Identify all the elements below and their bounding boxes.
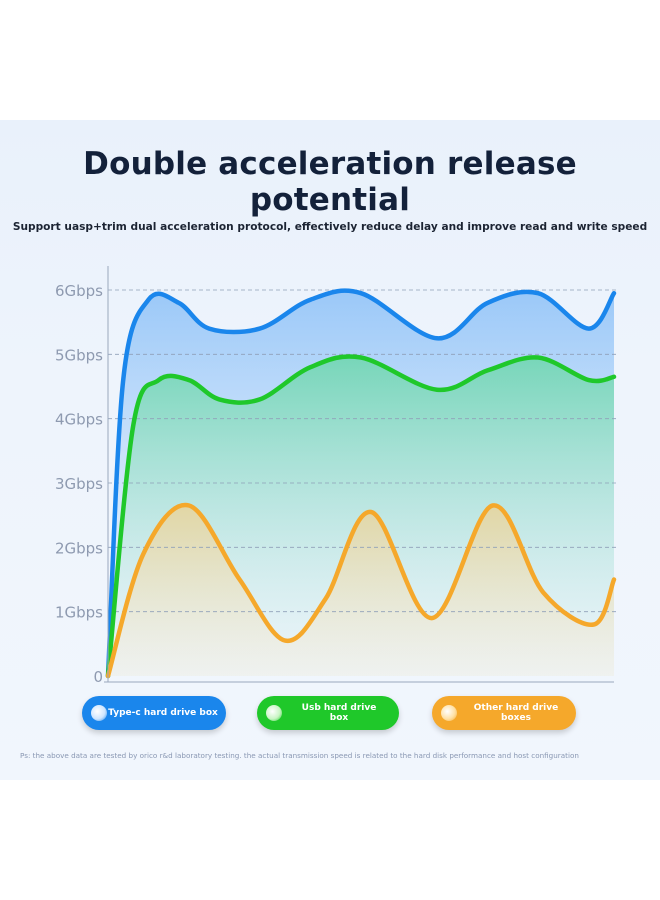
page-title: Double acceleration release potential bbox=[83, 146, 577, 218]
legend-item-type-c: Type-c hard drive box bbox=[82, 696, 226, 730]
y-tick-label: 3Gbps bbox=[55, 475, 103, 493]
y-tick-label: 0 bbox=[93, 668, 103, 686]
legend-dot-icon bbox=[441, 705, 457, 721]
speed-line-chart: 0 1Gbps 2Gbps 3Gbps 4Gbps 5Gbps 6Gbps bbox=[55, 266, 617, 686]
legend-item-usb: Usb hard drive box bbox=[257, 696, 399, 730]
legend-label-usb: Usb hard drive box bbox=[301, 703, 377, 723]
series-line-other bbox=[105, 502, 617, 679]
footnote: Ps: the above data are tested by orico r… bbox=[20, 751, 579, 760]
legend-label-other: Other hard drive boxes bbox=[473, 703, 559, 723]
series-line-usb bbox=[105, 354, 617, 679]
legend-label-type-c: Type-c hard drive box bbox=[108, 708, 218, 718]
series-line-type-c bbox=[105, 288, 617, 679]
y-tick-label: 4Gbps bbox=[55, 411, 103, 429]
y-tick-label: 6Gbps bbox=[55, 282, 103, 300]
area-other bbox=[108, 505, 614, 676]
legend-dot-icon bbox=[266, 705, 282, 721]
legend-item-other: Other hard drive boxes bbox=[432, 696, 576, 730]
legend-dot-icon bbox=[91, 705, 107, 721]
y-tick-label: 5Gbps bbox=[55, 346, 103, 364]
y-tick-label: 2Gbps bbox=[55, 539, 103, 557]
page-subtitle: Support uasp+trim dual acceleration prot… bbox=[12, 221, 648, 233]
y-tick-label: 1Gbps bbox=[55, 604, 103, 622]
